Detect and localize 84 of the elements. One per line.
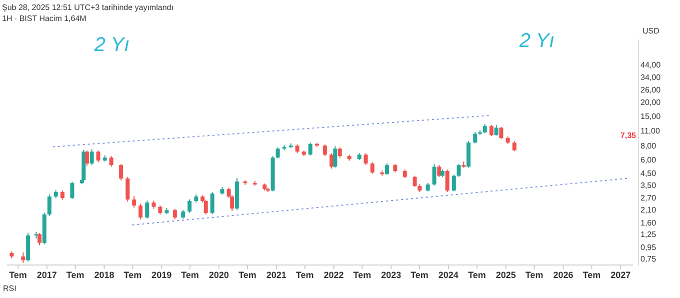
candlestick: [338, 146, 342, 158]
x-tick-label: Tem: [9, 270, 27, 280]
candlestick: [21, 252, 26, 264]
candlestick: [385, 162, 389, 176]
x-tick-label: Tem: [525, 270, 544, 280]
candlestick: [512, 140, 516, 152]
y-tick-label: 11,00: [640, 126, 660, 136]
y-tick-label: 26,00: [640, 86, 662, 95]
chart-subtitle: 1H · BIST Hacim 1,64M: [2, 14, 87, 23]
x-tick-label: Tem: [410, 270, 428, 280]
candlestick: [90, 148, 94, 166]
x-tick-label: Tem: [124, 270, 142, 280]
candlestick: [499, 126, 504, 140]
x-tick-label: 2023: [381, 270, 402, 280]
candlestick: [412, 175, 417, 188]
x-tick-label: 2017: [36, 270, 57, 280]
candlestick: [109, 156, 114, 168]
candlestick: [322, 144, 327, 157]
candlestick: [126, 176, 130, 202]
x-tick-label: Tem: [353, 270, 372, 280]
y-tick-label: 4,50: [640, 169, 657, 178]
candlestick: [138, 203, 143, 220]
candlestick: [276, 146, 280, 159]
x-tick-label: 2022: [324, 270, 344, 280]
candlestick: [445, 169, 450, 193]
candlestick: [204, 199, 208, 216]
y-tick-label: 1,60: [640, 218, 657, 228]
candlestick: [96, 150, 100, 163]
candlestick: [456, 164, 461, 178]
candlestick: [84, 150, 89, 166]
y-tick-label: 15,00: [640, 112, 662, 121]
x-tick-label: Tem: [296, 270, 314, 280]
x-tick-label: Tem: [181, 270, 199, 280]
y-tick-label: 8,00: [640, 142, 657, 151]
candlestick: [333, 146, 338, 168]
x-tick-label: 2019: [152, 270, 172, 280]
annotation: 2 Yı: [518, 30, 555, 52]
candlestick: [172, 208, 177, 220]
x-tick-label: Tem: [468, 270, 486, 280]
annotation: 2 Yı: [93, 34, 130, 56]
candlestick: [60, 190, 64, 200]
candlestick: [70, 181, 74, 200]
candlestick: [188, 198, 192, 214]
y-tick-label: 44,00: [640, 60, 662, 70]
candlestick: [370, 162, 374, 174]
candlestick: [308, 142, 312, 156]
x-tick-label: 2018: [94, 270, 114, 280]
candlestick: [132, 196, 136, 208]
candlestick: [432, 164, 436, 186]
candlestick: [145, 200, 150, 220]
x-tick-label: 2020: [208, 270, 229, 280]
y-tick-label: 6,00: [640, 155, 657, 164]
y-tick-label: 20,00: [640, 98, 662, 108]
candlestick: [473, 131, 478, 144]
candlestick: [210, 192, 214, 215]
y-axis-title: USD: [642, 26, 660, 36]
chart-title: Şub 28, 2025 12:51 UTC+3 tarihinde yayımlandı: [2, 3, 174, 12]
x-tick-label: 2025: [496, 270, 516, 280]
x-tick-label: Tem: [66, 270, 84, 280]
y-tick-label: 0,95: [640, 243, 657, 252]
x-tick-label: Tem: [238, 270, 256, 280]
y-tick-label: 1,25: [640, 230, 657, 240]
x-tick-label: Tem: [582, 270, 601, 280]
y-tick-label: 34,00: [640, 72, 662, 82]
candlestick: [482, 123, 487, 134]
candlestick: [437, 164, 442, 178]
candlestick: [364, 152, 368, 166]
candlestick: [158, 205, 162, 216]
candlestick: [38, 232, 42, 246]
x-tick-label: 2024: [438, 270, 458, 280]
x-tick-label: 2027: [610, 270, 631, 280]
candlestick: [489, 124, 494, 137]
candlestick: [47, 194, 52, 216]
annotation: 7,35: [620, 131, 637, 140]
x-tick-label: 2026: [553, 270, 574, 280]
x-tick-label: 2021: [266, 270, 286, 280]
y-tick-label: 3,50: [640, 181, 657, 190]
y-tick-label: 2,70: [640, 193, 657, 202]
candlestick: [119, 164, 124, 181]
y-tick-label: 2,10: [640, 205, 657, 214]
candlestick: [452, 174, 456, 192]
candlestick: [494, 124, 498, 136]
y-tick-label: 0,75: [640, 254, 657, 264]
text: RSI: [3, 284, 16, 293]
